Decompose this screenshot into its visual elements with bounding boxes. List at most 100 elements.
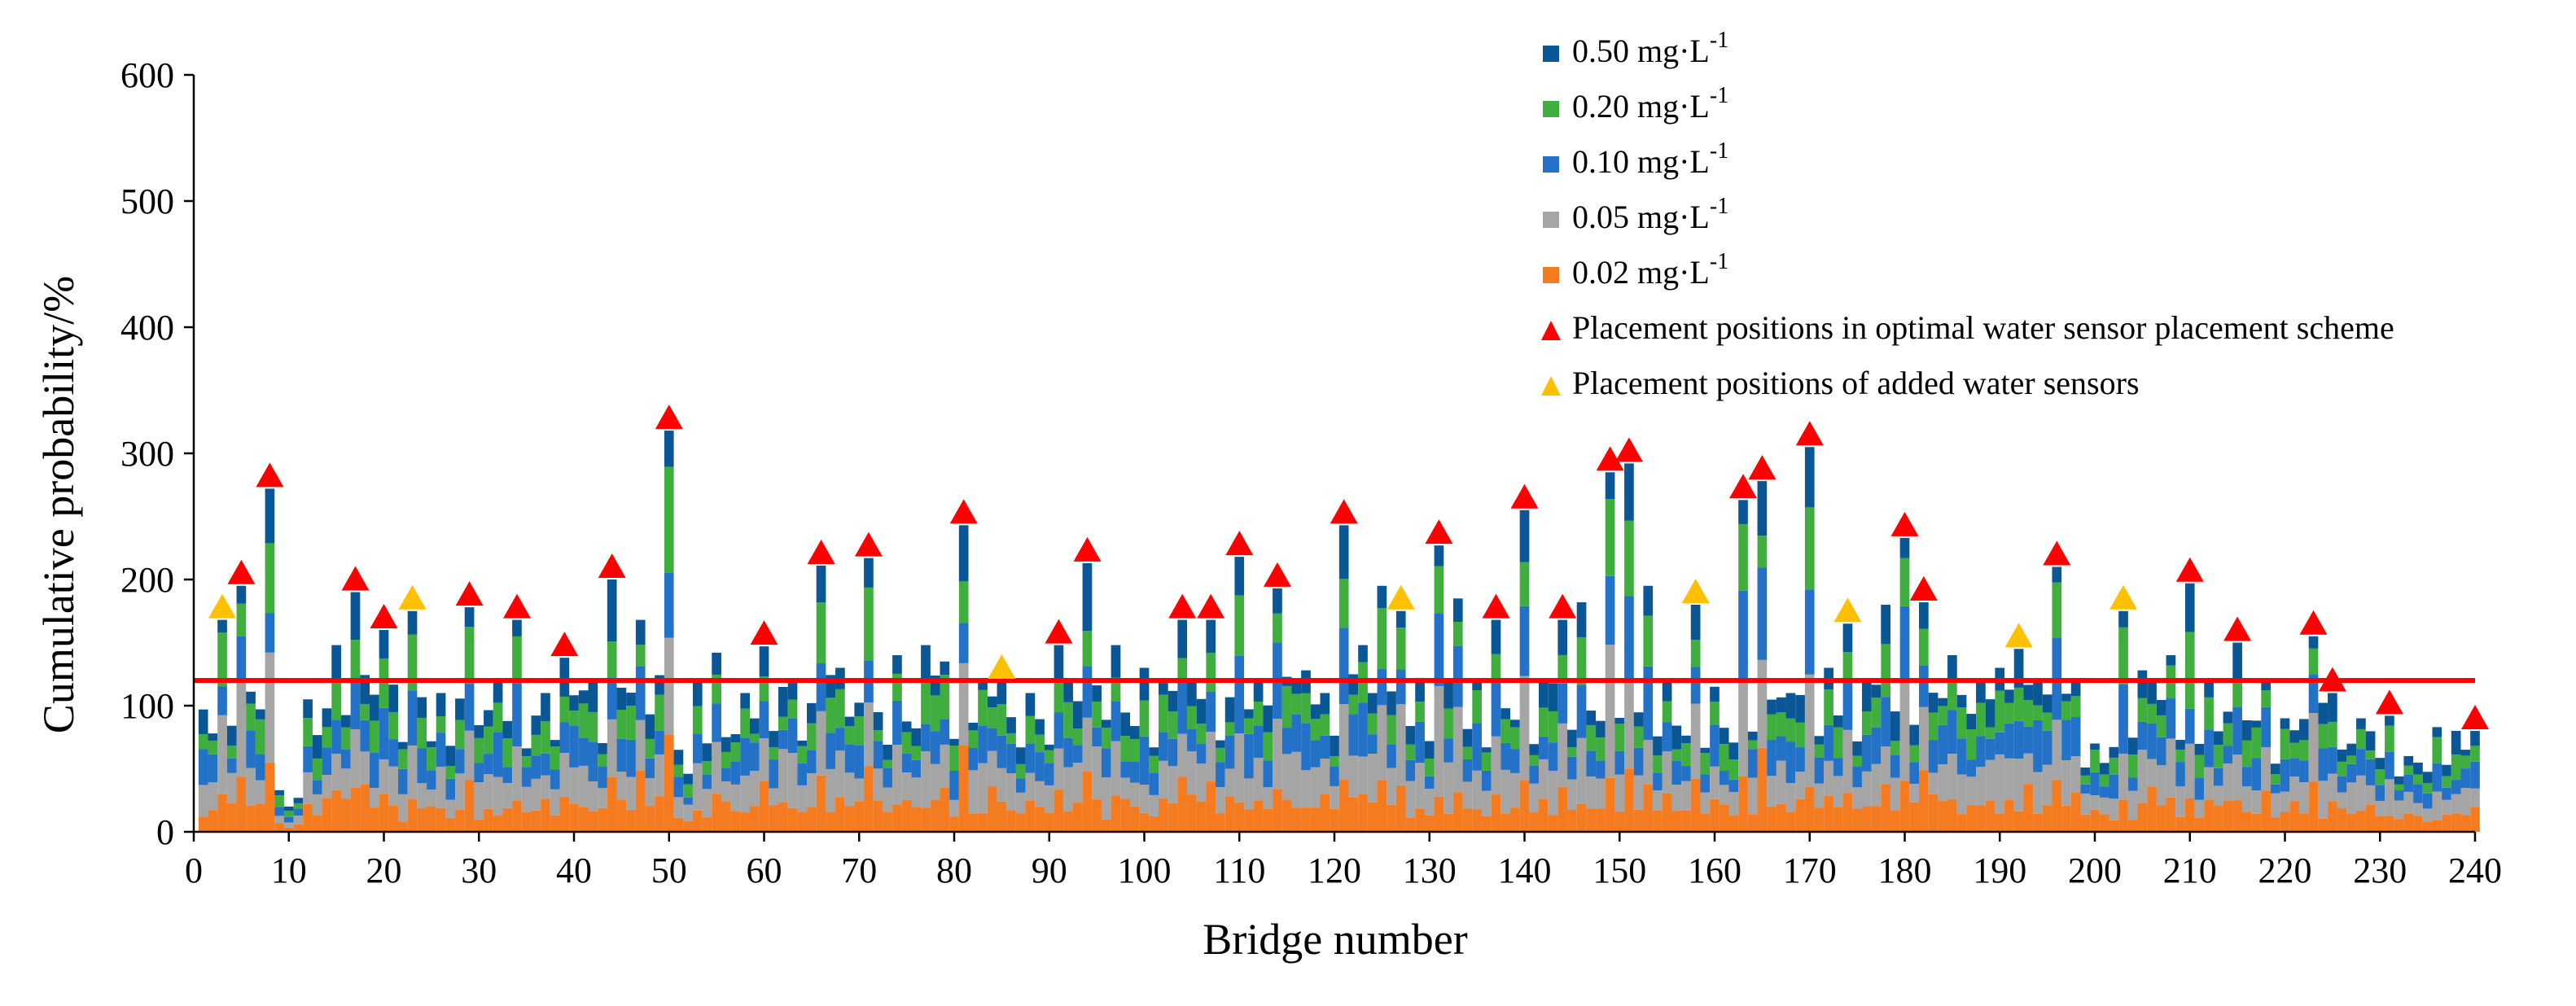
bar-segment-0.20 <box>274 795 284 807</box>
bar-segment-0.02 <box>2013 811 2024 832</box>
added-marker <box>398 584 427 610</box>
optimal-marker <box>1890 511 1919 536</box>
bar-segment-0.50 <box>930 675 940 696</box>
bar-segment-0.10 <box>2109 774 2119 799</box>
bar-segment-0.20 <box>1025 715 1036 744</box>
bar-segment-0.20 <box>569 711 579 726</box>
bar-segment-0.50 <box>778 687 788 717</box>
bar-segment-0.10 <box>436 733 446 768</box>
bar-segment-0.10 <box>759 701 769 739</box>
bar-segment-0.02 <box>844 806 855 832</box>
bar-segment-0.20 <box>2090 750 2100 772</box>
bar-segment-0.20 <box>2318 724 2328 749</box>
bar-segment-0.10 <box>921 724 931 752</box>
bar-segment-0.50 <box>1462 728 1473 747</box>
bar-segment-0.05 <box>2403 791 2414 814</box>
bar-segment-0.05 <box>1776 760 1786 804</box>
bar-segment-0.02 <box>398 821 408 832</box>
bar-segment-0.05 <box>1177 733 1188 777</box>
bar-segment-0.50 <box>1149 747 1159 756</box>
bar-segment-0.10 <box>2070 717 2081 757</box>
bar-segment-0.50 <box>2346 743 2357 756</box>
optimal-marker <box>503 593 531 619</box>
bar-segment-0.10 <box>1424 776 1435 789</box>
bar-segment-0.05 <box>2289 776 2300 802</box>
bar-segment-0.02 <box>1358 794 1368 832</box>
bar-segment-0.20 <box>1424 758 1435 776</box>
x-tick-label: 80 <box>936 851 972 890</box>
bar-segment-0.20 <box>588 711 598 742</box>
bar-segment-0.05 <box>521 786 532 812</box>
bar-segment-0.20 <box>673 764 684 777</box>
bar-segment-0.02 <box>1301 807 1311 832</box>
bar-segment-0.10 <box>1539 736 1549 759</box>
bar-segment-0.10 <box>1006 743 1016 774</box>
bar-segment-0.02 <box>1006 811 1016 832</box>
bar-segment-0.10 <box>968 747 979 771</box>
bar-segment-0.50 <box>2042 694 2052 713</box>
bar-segment-0.05 <box>1139 785 1150 813</box>
bar-segment-0.50 <box>987 696 997 708</box>
bar-segment-0.02 <box>901 799 912 832</box>
bar-segment-0.05 <box>816 711 826 776</box>
bar-segment-0.50 <box>2413 762 2423 775</box>
bar-segment-0.50 <box>1576 601 1587 637</box>
bar-segment-0.05 <box>2204 767 2214 800</box>
bar-segment-0.20 <box>550 746 560 770</box>
bar-segment-0.50 <box>1852 741 1862 756</box>
bar-segment-0.50 <box>1139 667 1150 701</box>
bar-segment-0.10 <box>1509 749 1520 773</box>
bar-segment-0.05 <box>730 784 741 811</box>
bar-segment-0.10 <box>1804 589 1815 675</box>
bar-segment-0.10 <box>2147 723 2157 759</box>
bar-segment-0.50 <box>816 565 826 603</box>
bar-segment-0.50 <box>226 725 237 746</box>
bar-segment-0.05 <box>1681 781 1691 811</box>
bar-segment-0.02 <box>1738 776 1748 832</box>
x-tick-label: 20 <box>366 851 402 890</box>
bar-segment-0.02 <box>1159 798 1168 832</box>
optimal-marker <box>2043 540 2071 566</box>
x-tick-label: 180 <box>1878 851 1932 890</box>
bar-segment-0.50 <box>1653 736 1663 756</box>
bar-segment-0.50 <box>1719 728 1729 745</box>
bar-segment-0.10 <box>208 754 218 783</box>
bar-segment-0.20 <box>1985 727 1996 739</box>
bar-segment-0.20 <box>1833 727 1843 759</box>
bar-segment-0.20 <box>455 720 465 750</box>
bar-segment-0.02 <box>1500 813 1510 832</box>
bar-segment-0.20 <box>626 706 636 740</box>
bar-segment-0.20 <box>1643 615 1654 667</box>
bar-segment-0.20 <box>1159 694 1168 733</box>
bar-segment-0.20 <box>1899 558 1910 606</box>
bar-segment-0.50 <box>2166 655 2176 666</box>
bar-segment-0.05 <box>769 788 779 805</box>
bar-segment-0.05 <box>1320 759 1330 794</box>
bar-segment-0.02 <box>1054 789 1064 832</box>
bar-segment-0.50 <box>1472 680 1482 691</box>
bar-segment-0.10 <box>892 700 902 746</box>
bar-segment-0.50 <box>664 431 674 467</box>
bar-segment-0.20 <box>1206 652 1216 692</box>
bar-segment-0.02 <box>588 811 598 832</box>
bar-segment-0.20 <box>1491 654 1501 681</box>
bar-segment-0.05 <box>1539 759 1549 799</box>
bar-segment-0.10 <box>2166 698 2176 739</box>
bar-segment-0.20 <box>1785 718 1796 742</box>
bar-segment-0.02 <box>1539 798 1549 832</box>
bar-segment-0.20 <box>1662 701 1672 723</box>
bar-segment-0.05 <box>721 781 731 802</box>
bar-segment-0.05 <box>303 772 313 804</box>
bar-segment-0.50 <box>303 699 313 719</box>
bar-segment-0.20 <box>2251 727 2262 759</box>
bar-segment-0.05 <box>2118 754 2128 800</box>
bar-segment-0.02 <box>1367 802 1378 832</box>
bar-segment-0.05 <box>2241 786 2252 812</box>
bar-segment-0.02 <box>1557 786 1568 832</box>
bar-segment-0.20 <box>930 695 940 732</box>
bar-segment-0.50 <box>1956 694 1967 708</box>
bar-segment-0.05 <box>255 780 265 804</box>
bar-segment-0.10 <box>1614 750 1625 775</box>
bar-segment-0.05 <box>2061 760 2071 806</box>
